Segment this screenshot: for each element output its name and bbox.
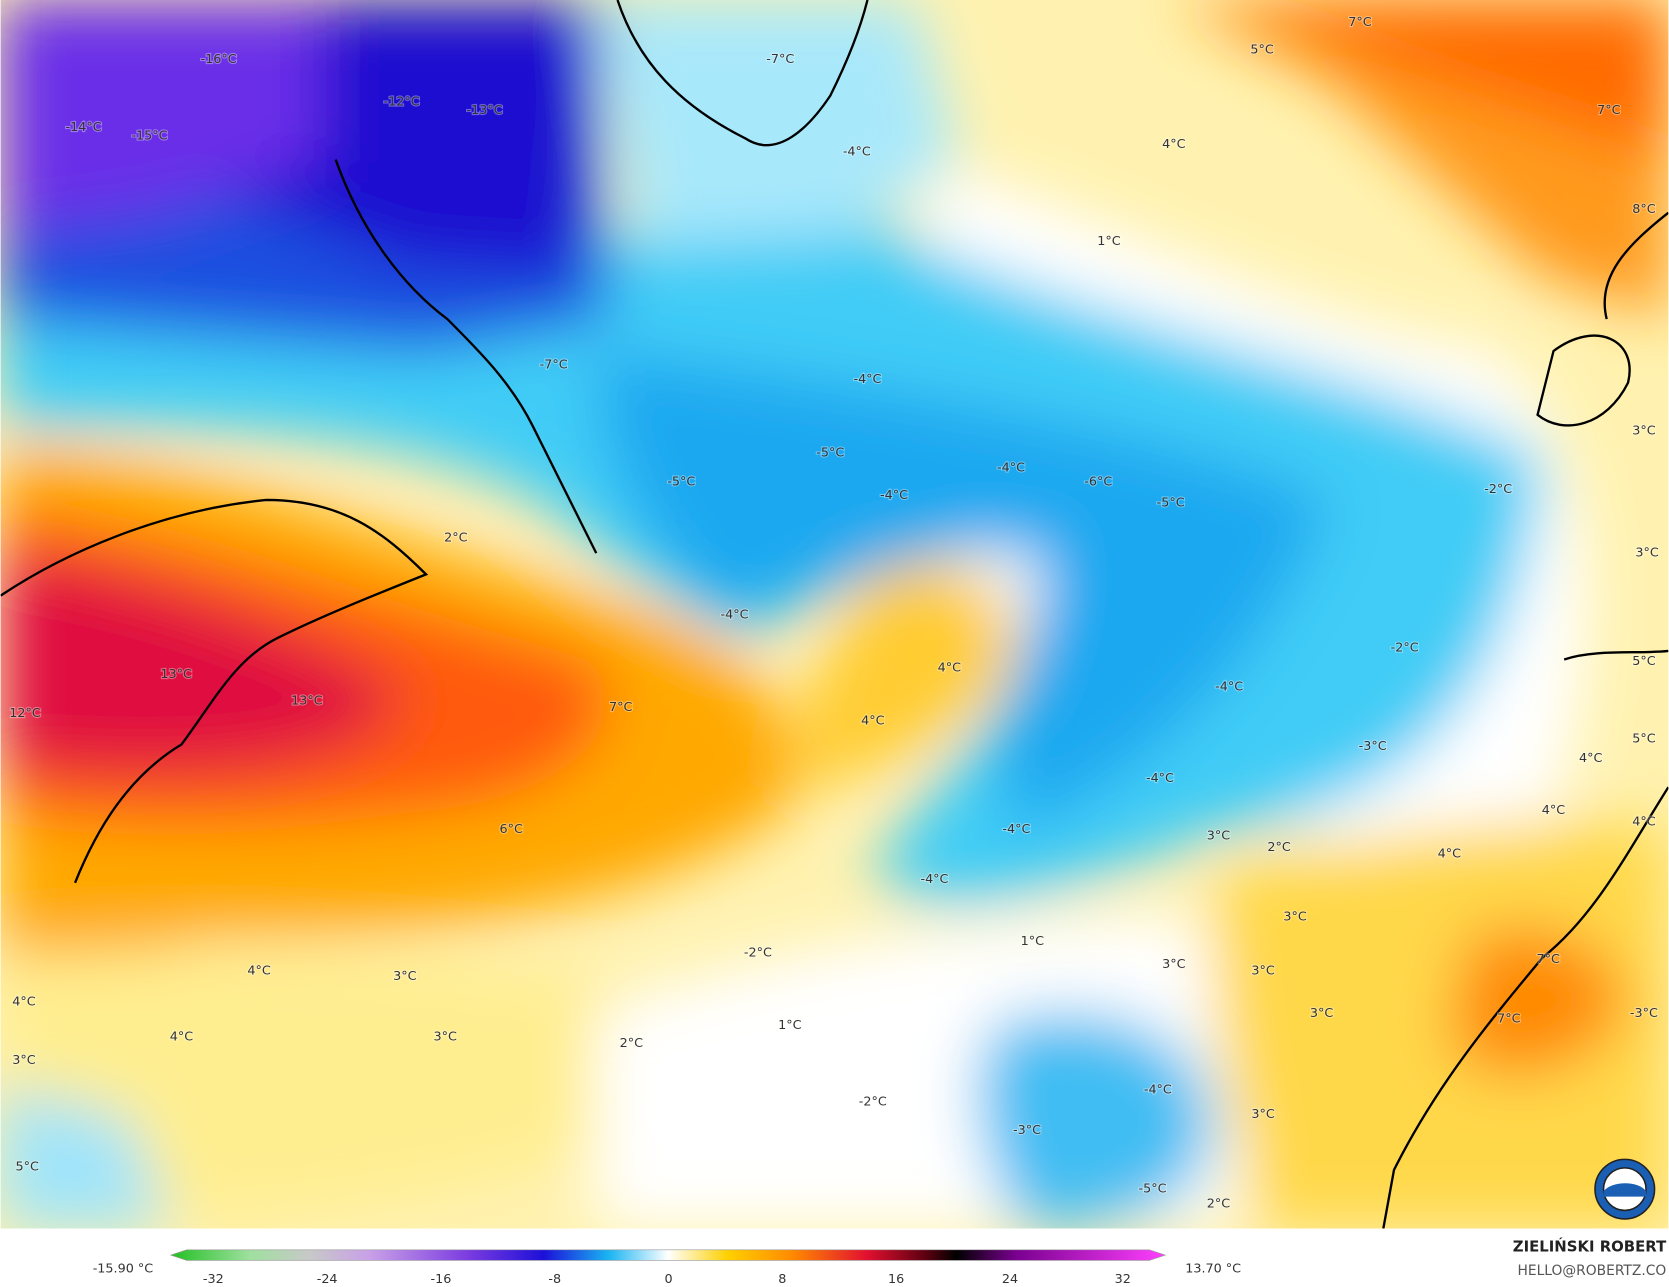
temperature-label: 4°C [1632, 815, 1655, 830]
temperature-label: -14°C [66, 120, 102, 135]
temperature-label: 2°C [444, 531, 467, 546]
temperature-label: 5°C [1632, 654, 1655, 669]
temperature-label: -6°C [1084, 474, 1112, 489]
temperature-label: 5°C [1250, 42, 1273, 57]
temperature-label: -13°C [467, 103, 503, 118]
temperature-label: -2°C [1484, 482, 1512, 497]
max-value: 13.70 °C [1185, 1261, 1241, 1276]
temperature-label: 7°C [1597, 103, 1620, 118]
author-email: HELLO@ROBERTZ.CO [1517, 1263, 1666, 1279]
temperature-label: -4°C [721, 607, 749, 622]
colorbar-tick: -8 [548, 1272, 561, 1287]
colorbar-tick: 0 [665, 1272, 673, 1287]
temperature-label: 1°C [778, 1018, 801, 1033]
temperature-label: -4°C [1144, 1083, 1172, 1098]
temperature-label: -2°C [1391, 640, 1419, 655]
temperature-label: 4°C [1162, 137, 1185, 152]
colorbar-tick: -16 [431, 1272, 452, 1287]
temperature-label: 13°C [160, 667, 192, 682]
temperature-label: 3°C [393, 969, 416, 984]
temperature-label: -5°C [667, 474, 695, 489]
temperature-label: -4°C [1215, 680, 1243, 695]
temperature-label: 4°C [1579, 751, 1602, 766]
coastlines [0, 0, 1669, 1229]
temperature-label: 3°C [1162, 957, 1185, 972]
temperature-label: 8°C [1632, 202, 1655, 217]
temperature-label: 4°C [12, 994, 35, 1009]
colorbar: -15.90 °C 13.70 °C -32 -24 -16 -8 0 8 16… [93, 1249, 1241, 1287]
temperature-label: -2°C [744, 946, 772, 961]
temperature-label: -4°C [880, 488, 908, 503]
temperature-label: 3°C [1310, 1006, 1333, 1021]
temperature-label: 5°C [1632, 732, 1655, 747]
temperature-label: 3°C [1635, 546, 1658, 561]
temperature-label: 6°C [499, 822, 522, 837]
min-value: -15.90 °C [93, 1261, 154, 1276]
colorbar-tick: 8 [778, 1272, 786, 1287]
temperature-label: -2°C [859, 1094, 887, 1109]
temperature-label: -4°C [920, 872, 948, 887]
temperature-label: 4°C [861, 714, 884, 729]
temperature-field: -16°C -12°C -13°C -14°C -15°C -7°C 7°C 5°C 7°C 4°… [0, 0, 1669, 1229]
temperature-label: 13°C [291, 693, 323, 708]
colorbar-tick: -32 [203, 1272, 224, 1287]
temperature-label: 3°C [12, 1053, 35, 1068]
temperature-label: 12°C [9, 706, 41, 721]
temperature-label: 7°C [1537, 952, 1560, 967]
temperature-label: 7°C [1497, 1011, 1520, 1026]
temperature-label: 4°C [1542, 803, 1565, 818]
temperature-label: 3°C [434, 1030, 457, 1045]
colorbar-tick: -24 [317, 1272, 338, 1287]
temperature-label: -4°C [997, 461, 1025, 476]
temperature-label: -4°C [853, 372, 881, 387]
temperature-label: -12°C [384, 95, 420, 110]
temperature-label: 2°C [620, 1036, 643, 1051]
temperature-label: 7°C [609, 700, 632, 715]
temperature-label: 5°C [16, 1159, 39, 1174]
temperature-label: 1°C [1021, 934, 1044, 949]
temperature-label: -5°C [1139, 1182, 1167, 1197]
temperature-label: -5°C [816, 446, 844, 461]
noaa-logo [1594, 1158, 1656, 1220]
colorbar-tick: 32 [1115, 1272, 1131, 1287]
temperature-label: -7°C [540, 357, 568, 372]
colorbar-tick: 24 [1002, 1272, 1018, 1287]
temperature-label: -15°C [131, 129, 167, 144]
temperature-label: 2°C [1207, 1197, 1230, 1212]
temperature-label: -4°C [1002, 822, 1030, 837]
colorbar-scale [169, 1249, 1167, 1261]
temperature-label: 4°C [1438, 847, 1461, 862]
temperature-label: -4°C [1146, 771, 1174, 786]
temperature-labels: -16°C -12°C -13°C -14°C -15°C -7°C 7°C 5°C 7°C 4°… [8, 14, 1660, 1213]
temperature-label: 4°C [170, 1030, 193, 1045]
temperature-label: 1°C [1097, 234, 1120, 249]
temperature-label: -3°C [1359, 739, 1387, 754]
temperature-label: -7°C [766, 52, 794, 67]
temperature-label: 2°C [1267, 840, 1290, 855]
temperature-label: 3°C [1283, 909, 1306, 924]
temperature-label: 4°C [938, 660, 961, 675]
temperature-label: 4°C [247, 964, 270, 979]
temperature-label: 7°C [1348, 15, 1371, 30]
temperature-label: -3°C [1013, 1123, 1041, 1138]
temperature-label: -5°C [1157, 496, 1185, 511]
temperature-label: -4°C [843, 145, 871, 160]
temperature-label: -3°C [1630, 1006, 1658, 1021]
colorbar-tick: 16 [888, 1272, 904, 1287]
temperature-label: 3°C [1207, 829, 1230, 844]
temperature-label: 3°C [1632, 423, 1655, 438]
author-name: ZIELIŃSKI ROBERT [1513, 1238, 1667, 1256]
temperature-label: 3°C [1251, 964, 1274, 979]
temperature-label: 3°C [1251, 1107, 1274, 1122]
temperature-label: -16°C [201, 52, 237, 67]
